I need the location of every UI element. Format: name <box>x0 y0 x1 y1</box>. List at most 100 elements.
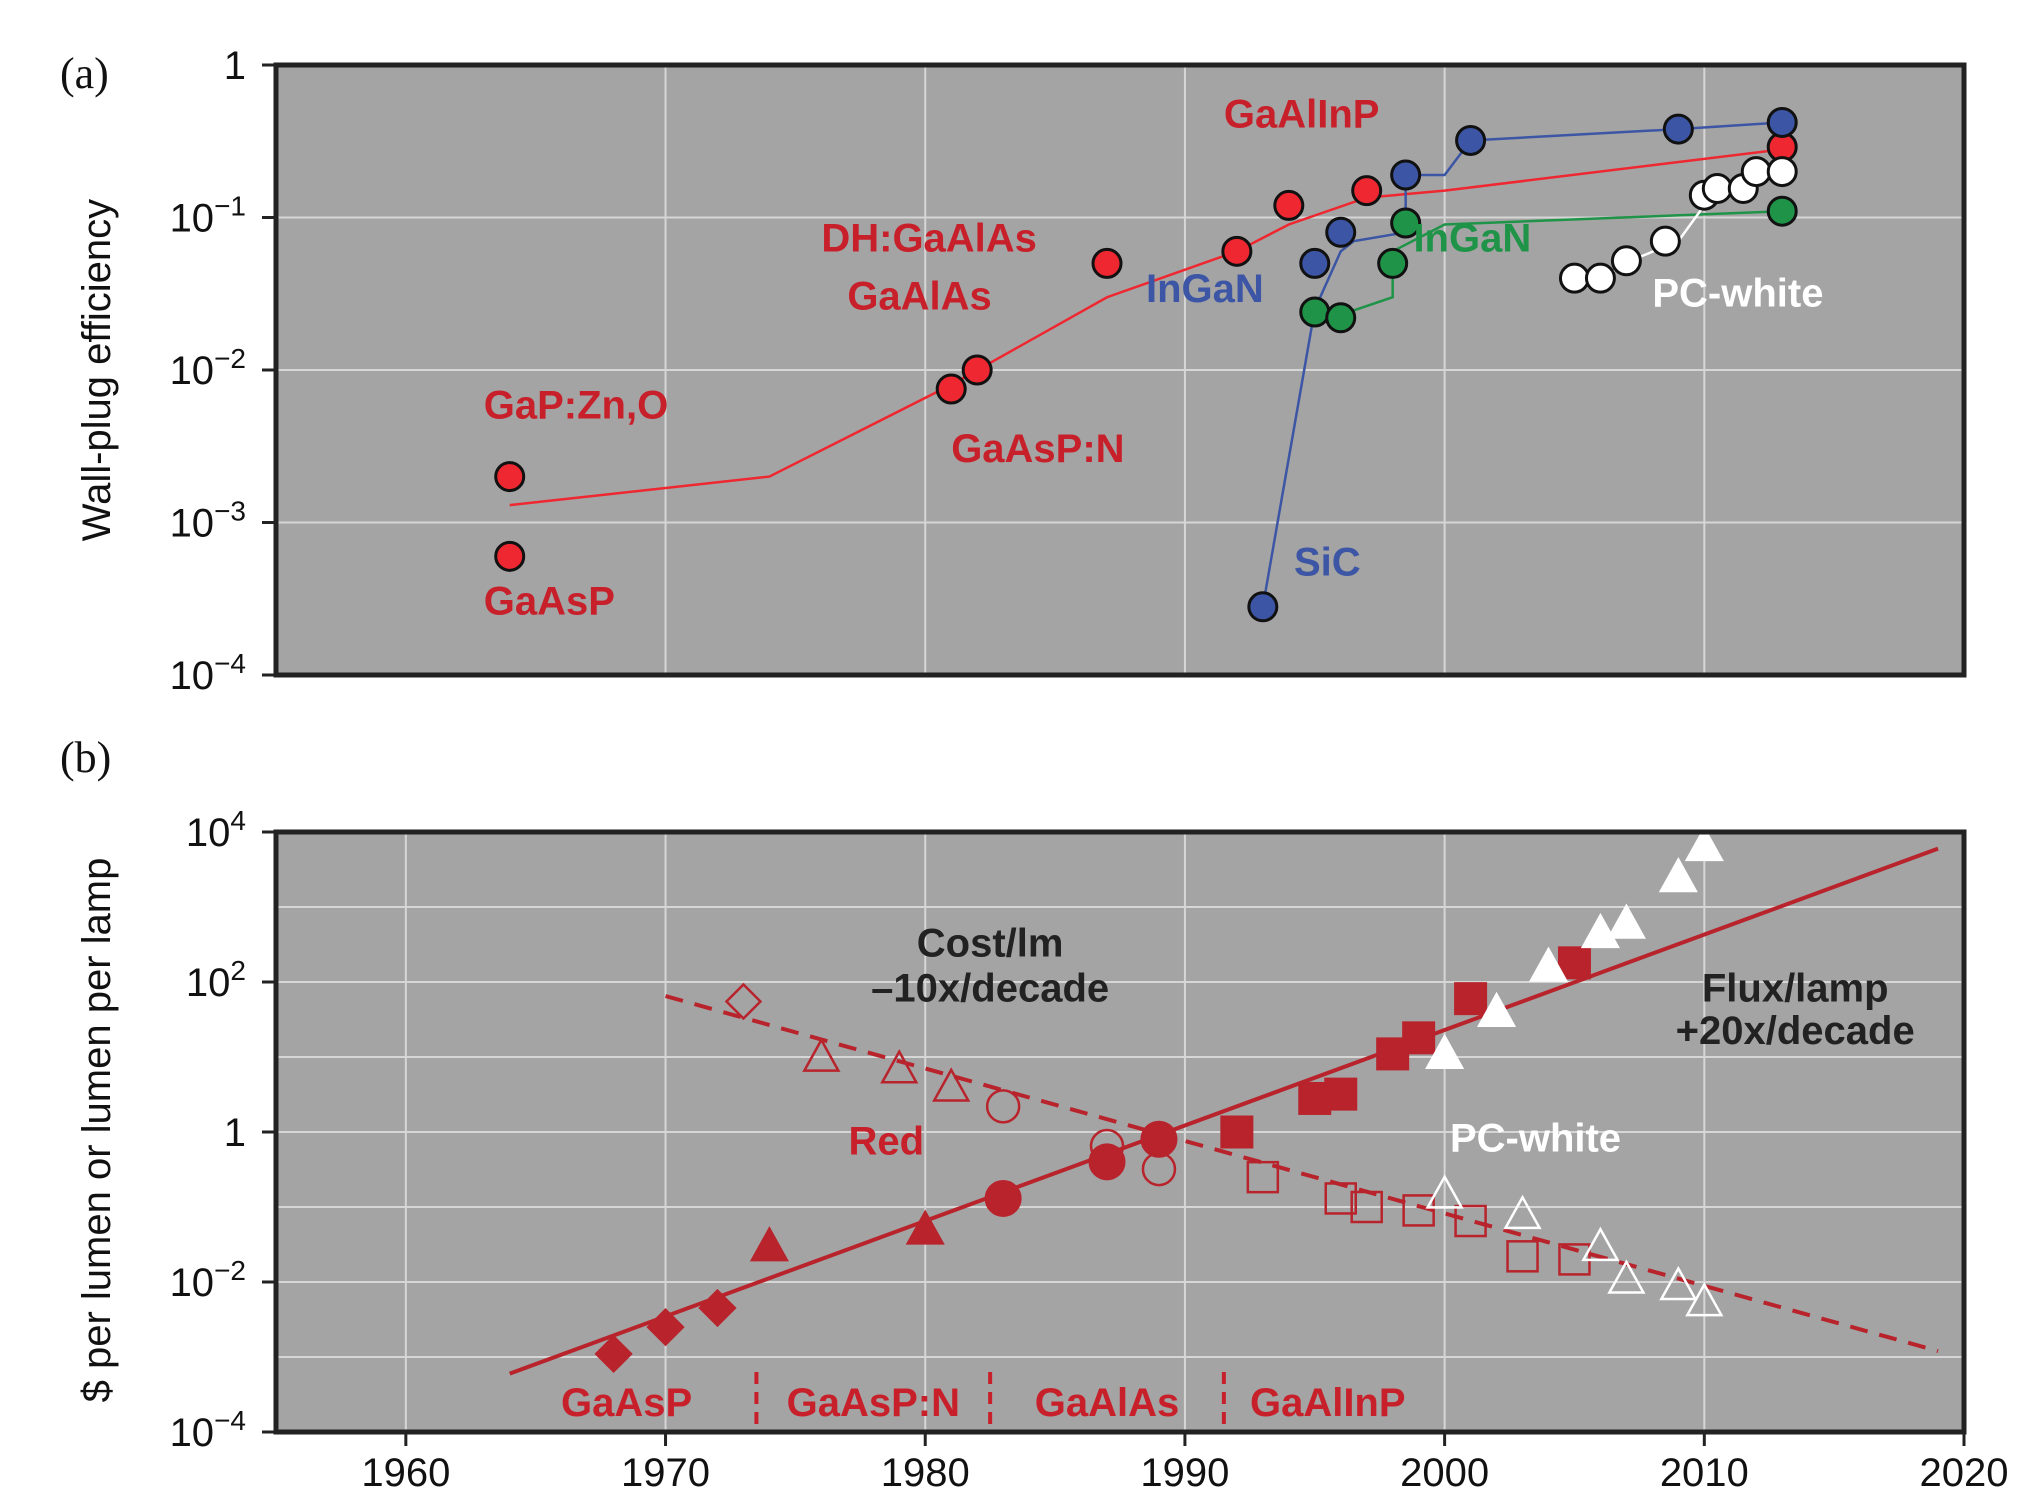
x-tick-label: 1960 <box>361 1451 450 1495</box>
annotation-label: Red <box>848 1120 924 1164</box>
flux-trend-line <box>509 846 1939 1376</box>
material-band-label: GaAlInP <box>1250 1381 1406 1425</box>
flux-triangle-marker <box>1684 825 1724 862</box>
annotation-label: PC-white <box>1450 1116 1621 1160</box>
green-data-point <box>1377 247 1409 279</box>
green-data-point <box>1299 296 1331 328</box>
green-data-point <box>1390 207 1422 239</box>
cost-square-marker <box>1454 1204 1487 1238</box>
y-tick-base: 10 <box>170 197 215 241</box>
flux-square-marker <box>1557 946 1591 980</box>
flux-square-marker <box>1220 1115 1254 1149</box>
blue-data-point <box>1455 124 1487 156</box>
series-label: DH:GaAlAs <box>821 216 1037 260</box>
cost-triangle-marker <box>1503 1194 1542 1230</box>
flux-square-marker <box>1324 1077 1358 1111</box>
y-tick-base: 1 <box>224 1111 246 1155</box>
blue-data-point <box>1662 113 1694 145</box>
series-label: GaAlInP <box>1224 92 1380 136</box>
y-tick-base: 10 <box>186 811 231 855</box>
flux-triangle-marker <box>1580 912 1620 949</box>
cost-diamond-marker <box>724 982 763 1021</box>
red-data-point <box>1091 247 1123 279</box>
x-tick-label: 1970 <box>621 1451 710 1495</box>
x-tick-label: 1990 <box>1140 1451 1229 1495</box>
flux-triangle-marker <box>749 1226 789 1262</box>
flux-triangle-marker <box>905 1209 945 1245</box>
y-tick-base: 10 <box>170 502 215 546</box>
y-tick-label: 10−2 <box>170 343 246 393</box>
flux-diamond-marker <box>594 1334 633 1374</box>
y-tick-exponent: 4 <box>230 805 246 836</box>
white-data-point <box>1740 156 1772 188</box>
series-label: SiC <box>1294 540 1361 584</box>
panel-b-gridlines <box>276 832 1964 1432</box>
flux-triangle-marker <box>1528 946 1569 982</box>
cost-triangle-marker <box>1685 1281 1724 1317</box>
x-tick-label: 1980 <box>881 1451 970 1495</box>
annotation-label: Cost/lm <box>917 921 1064 965</box>
y-tick-label: 1 <box>224 1111 246 1155</box>
y-tick-base: 1 <box>224 44 246 88</box>
series-label: GaAsP:N <box>951 427 1124 471</box>
y-tick-base: 10 <box>170 1411 215 1455</box>
y-tick-label: 1 <box>224 44 246 88</box>
green-data-point <box>1766 195 1798 227</box>
blue-data-point <box>1390 159 1422 191</box>
y-tick-exponent: −3 <box>214 496 246 527</box>
cost-triangle-marker <box>880 1049 919 1084</box>
cost-triangle-marker <box>1581 1226 1620 1262</box>
y-tick-base: 10 <box>170 654 215 698</box>
cost-square-marker <box>1350 1190 1383 1224</box>
material-band-label: GaAsP <box>561 1381 692 1425</box>
y-tick-label: 10−4 <box>170 648 246 698</box>
white-data-point <box>1610 245 1642 277</box>
cost-square-marker <box>1506 1240 1539 1273</box>
cost-square-marker <box>1246 1160 1280 1194</box>
red-data-point <box>1221 235 1253 267</box>
x-tick-label: 2000 <box>1400 1451 1489 1495</box>
panel-a-annotations: GaP:Zn,O GaAsP GaAsP:N DH:GaAlAs GaAlAs GaAlI… <box>484 92 1824 623</box>
y-tick-label: 10−3 <box>170 496 246 546</box>
flux-triangle-marker <box>1658 857 1698 893</box>
red-data-point <box>935 373 967 405</box>
white-data-point <box>1558 262 1590 294</box>
y-tick-base: 10 <box>170 349 215 393</box>
cost-triangle-marker <box>802 1037 841 1072</box>
x-tick-label: 2020 <box>1920 1451 2009 1495</box>
flux-square-marker <box>1454 982 1488 1016</box>
panel-b-annotations: Cost/lm–10x/decade Red Flux/lamp+20x/decad… <box>848 921 1914 1163</box>
annotation-label: Flux/lamp <box>1702 966 1889 1010</box>
y-tick-base: 10 <box>186 961 231 1005</box>
y-tick-label: 10−2 <box>170 1255 246 1305</box>
y-tick-exponent: −2 <box>214 1255 246 1286</box>
cost-trend-line <box>665 994 1939 1353</box>
red-data-point <box>961 354 993 386</box>
green-data-point <box>1325 302 1357 334</box>
cost-square-marker <box>1402 1194 1435 1227</box>
series-label: GaP:Zn,O <box>484 384 668 428</box>
blue-data-point <box>1247 591 1279 623</box>
panel-b-letter: (b) <box>60 733 111 782</box>
blue-data-point <box>1325 216 1357 248</box>
y-tick-base: 10 <box>170 1261 215 1305</box>
annotation-label: –10x/decade <box>871 966 1109 1010</box>
flux-circle-marker <box>1088 1143 1126 1181</box>
panel-a-series <box>494 106 1798 623</box>
white-data-point <box>1584 262 1616 294</box>
cost-triangle-marker <box>1607 1259 1646 1294</box>
flux-triangle-marker <box>1477 991 1517 1027</box>
red-data-point <box>1273 189 1305 221</box>
panel-b-material-bands: GaAsP GaAsP:N GaAlAs GaAlInP <box>561 1372 1406 1432</box>
blue-data-point <box>1299 247 1331 279</box>
cost-triangle-marker <box>1659 1265 1698 1301</box>
series-label: PC-white <box>1652 272 1823 316</box>
material-band-label: GaAsP:N <box>787 1381 960 1425</box>
material-band-label: GaAlAs <box>1035 1381 1180 1425</box>
white-data-point <box>1649 225 1681 257</box>
flux-triangle-marker <box>1606 903 1646 939</box>
blue-data-point <box>1766 106 1798 138</box>
panel-a-y-axis-label: Wall-plug efficiency <box>75 199 119 541</box>
cost-square-marker <box>1324 1182 1357 1215</box>
